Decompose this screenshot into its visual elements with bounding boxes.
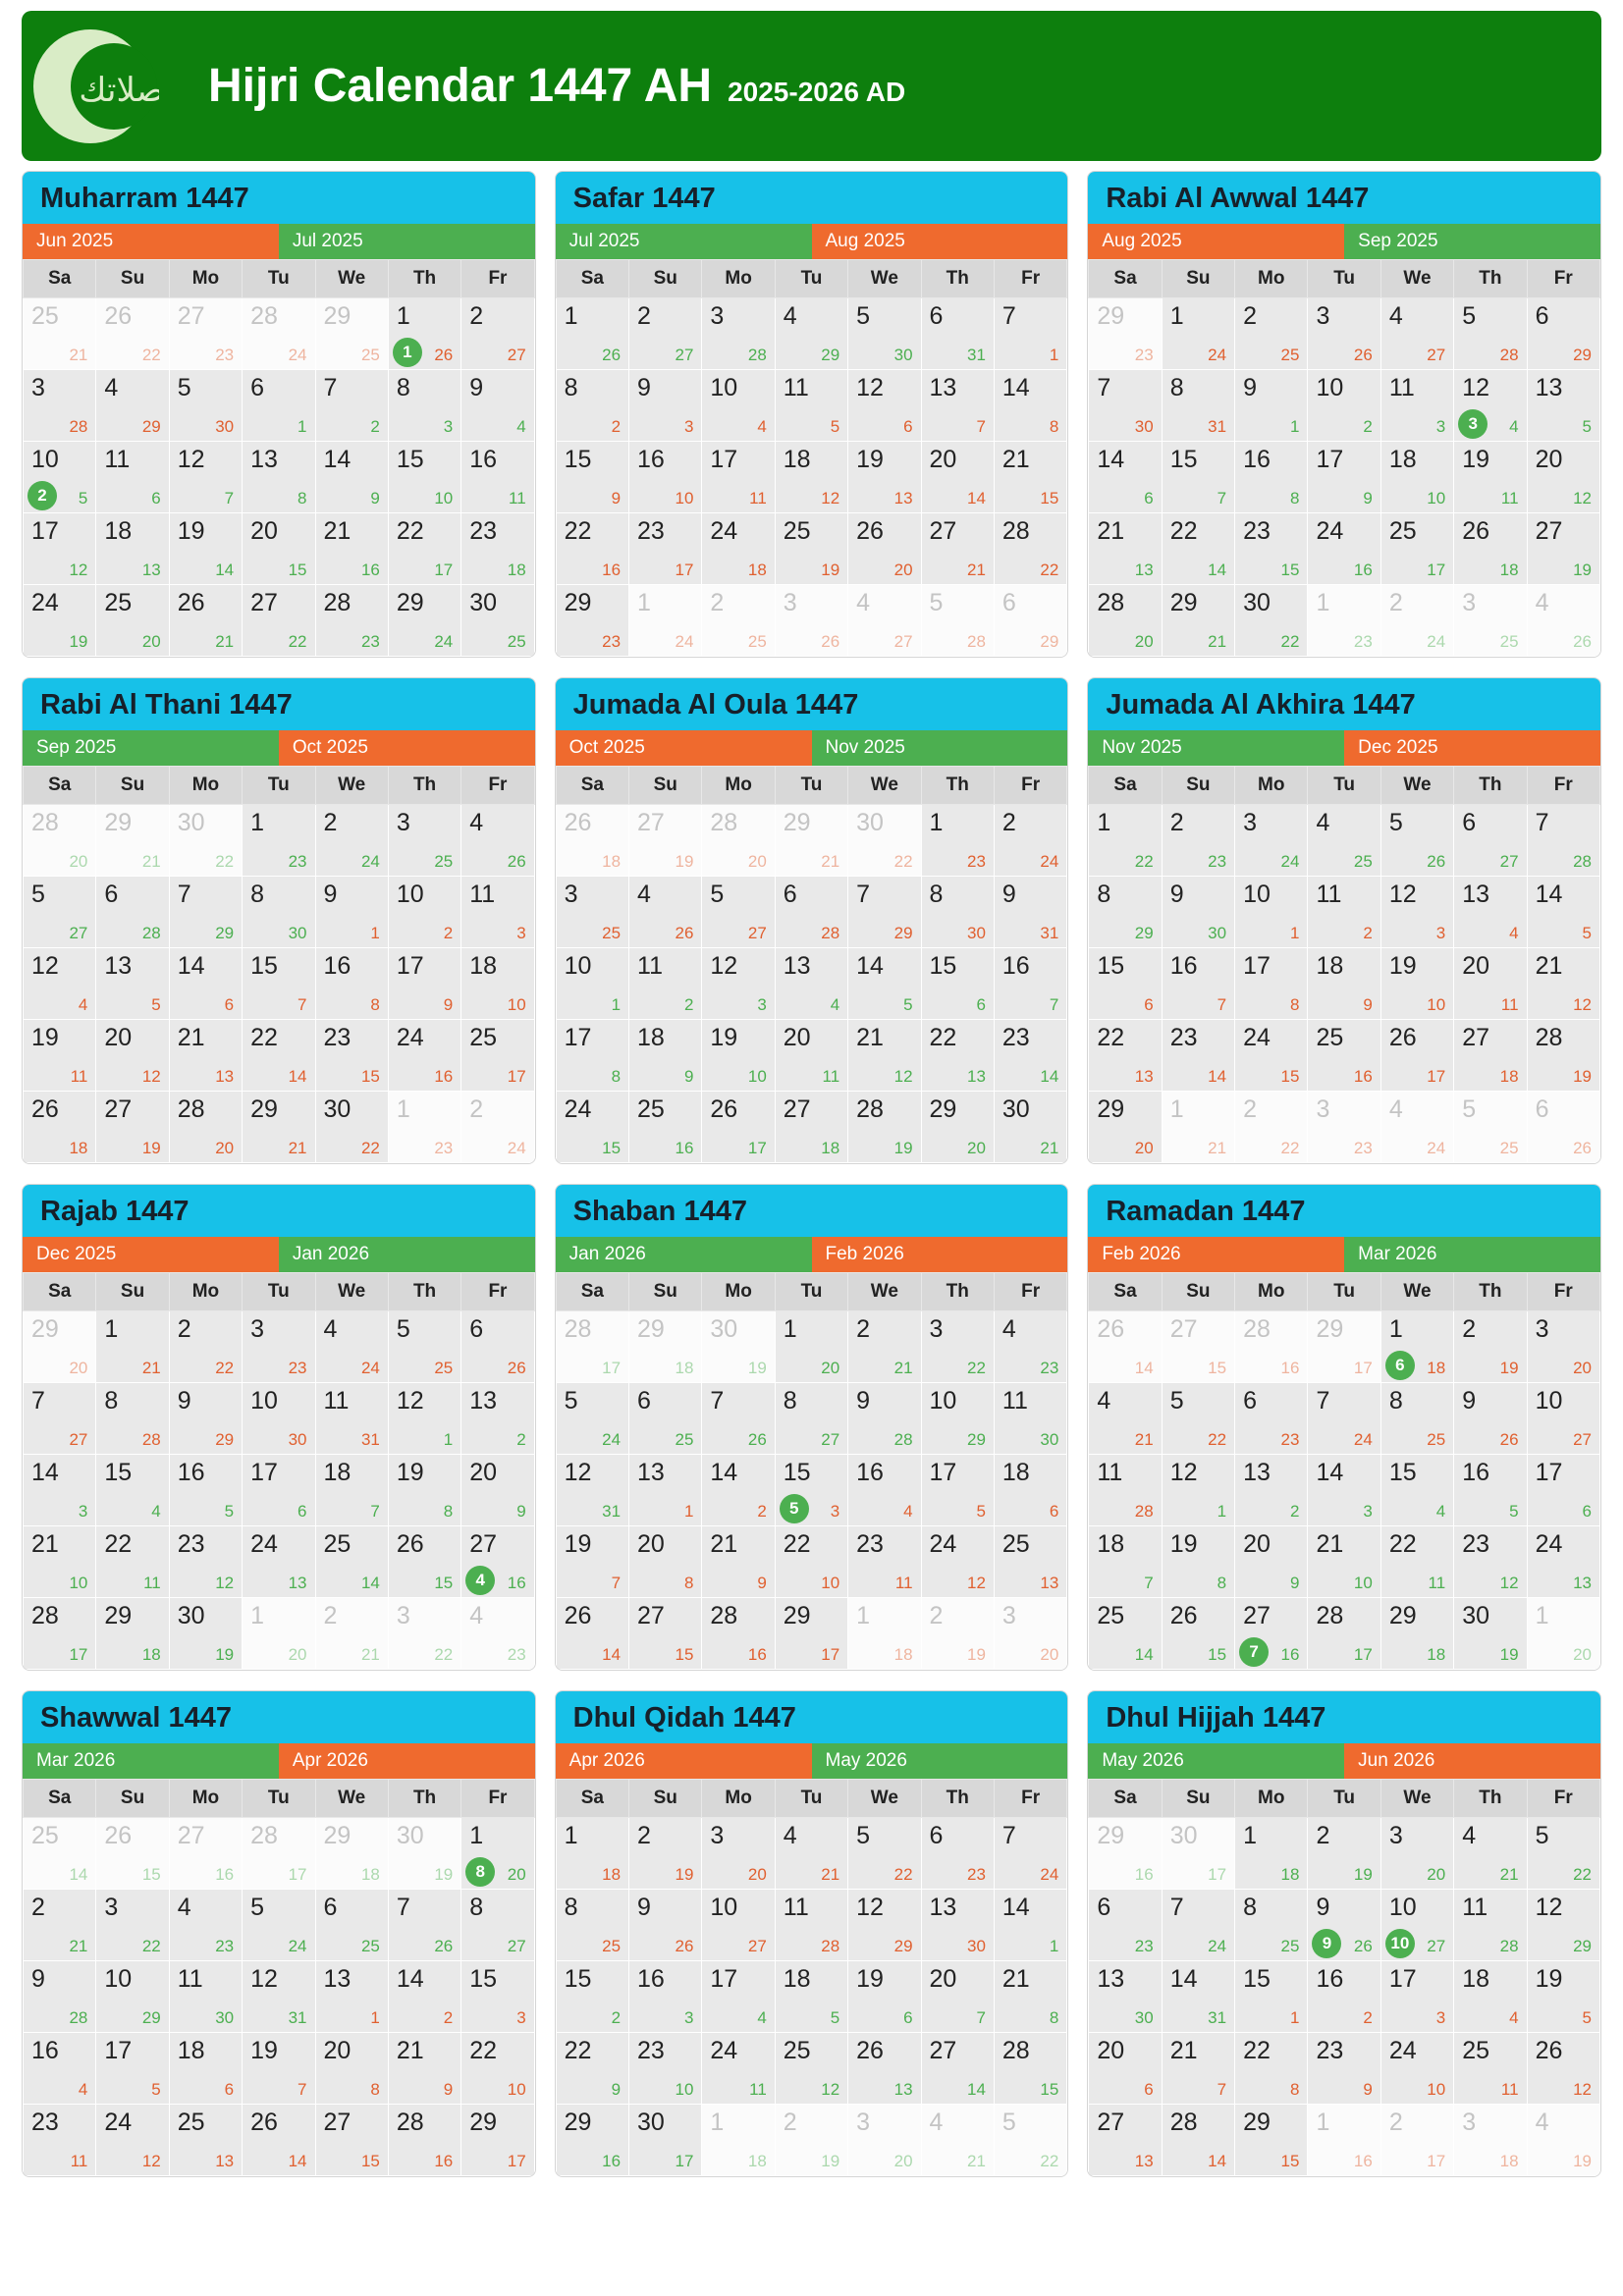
svg-text:صلاتك: صلاتك <box>79 72 159 109</box>
